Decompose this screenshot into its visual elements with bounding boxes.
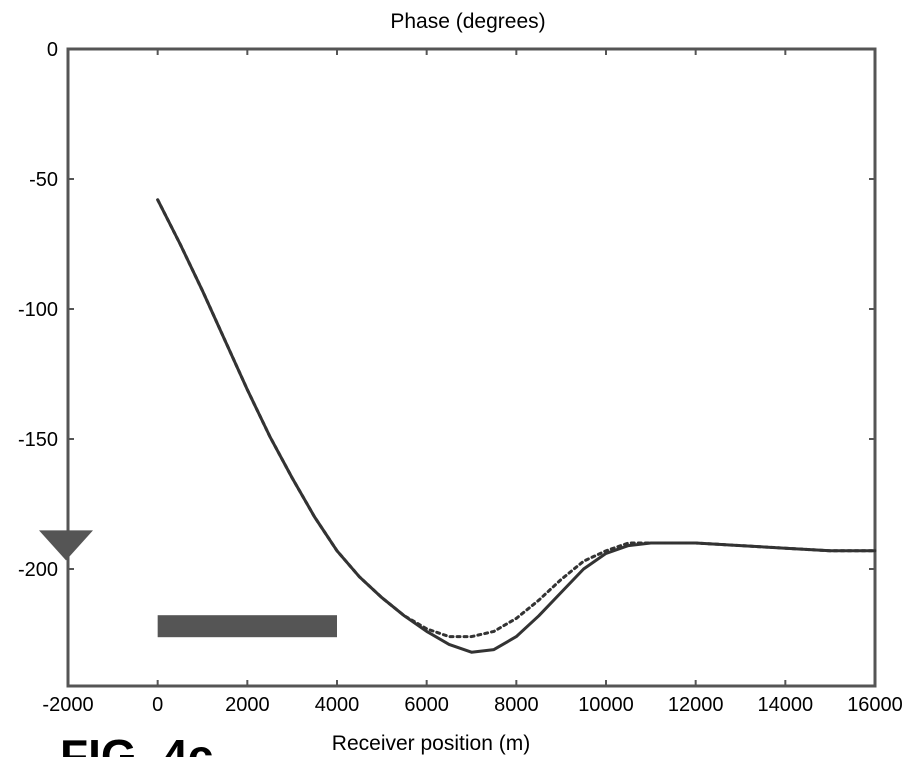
x-tick-label: 0 <box>152 694 163 716</box>
y-tick-label: -150 <box>18 429 58 451</box>
x-tick-label: 8000 <box>494 694 539 716</box>
y-tick-label: -50 <box>29 169 58 191</box>
x-tick-label: -2000 <box>42 694 93 716</box>
figure-label: FIG. 4c <box>60 730 213 757</box>
y-tick-label: 0 <box>47 39 58 61</box>
series-line-2 <box>158 200 875 637</box>
y-tick-label: -100 <box>18 299 58 321</box>
x-tick-label: 16000 <box>847 694 903 716</box>
y-tick-label: -200 <box>18 559 58 581</box>
series-group <box>158 200 875 652</box>
receiver-marker-annotation <box>39 530 93 560</box>
x-axis-label: Receiver position (m) <box>332 732 530 755</box>
x-tick-label: 12000 <box>668 694 724 716</box>
source-bar-annotation <box>158 615 337 637</box>
series-line-1 <box>158 200 875 652</box>
chart-title: Phase (degrees) <box>390 10 545 33</box>
x-tick-label: 6000 <box>404 694 449 716</box>
x-tick-label: 10000 <box>578 694 634 716</box>
x-tick-label: 4000 <box>315 694 360 716</box>
x-tick-label: 2000 <box>225 694 270 716</box>
x-tick-label: 14000 <box>758 694 814 716</box>
y-axis: 0 -50 -100 -150 -200 <box>18 39 875 581</box>
plot-frame <box>68 49 875 686</box>
